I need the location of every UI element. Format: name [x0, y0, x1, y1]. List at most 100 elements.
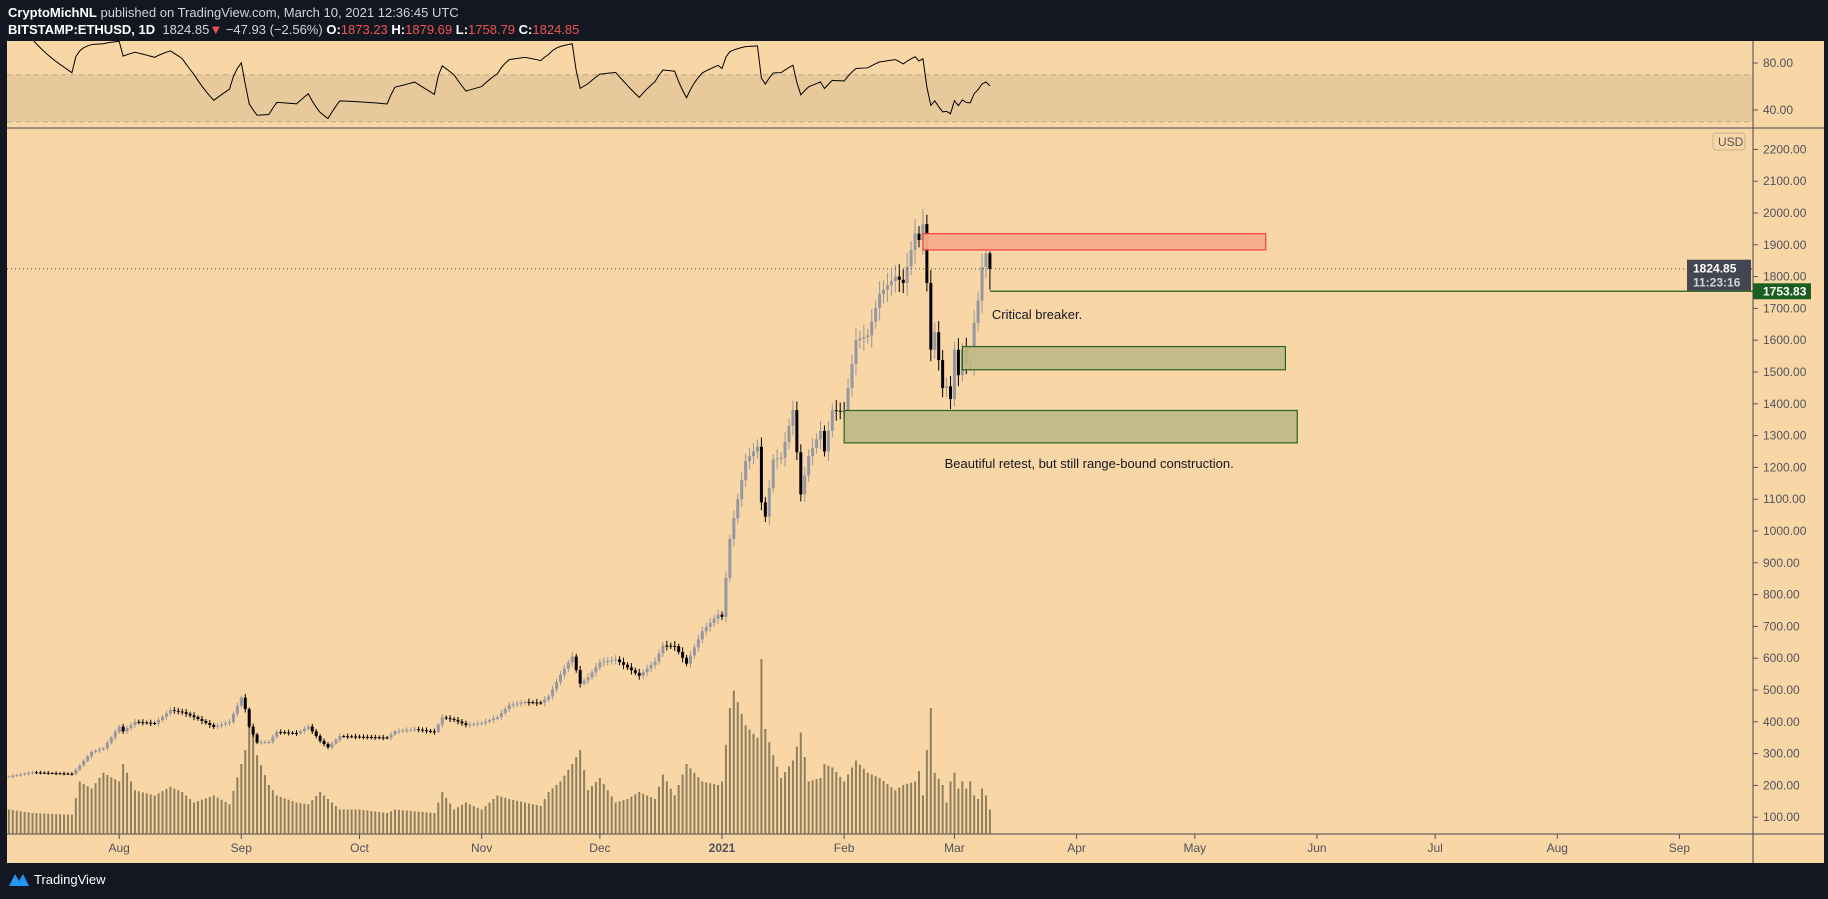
candle-body — [137, 721, 141, 723]
price-tick-label: 200.00 — [1763, 778, 1800, 792]
tradingview-logo[interactable]: TradingView — [8, 871, 106, 887]
publish-text: published on TradingView.com, March 10, … — [100, 5, 459, 20]
price-tick-label: 1600.00 — [1763, 333, 1807, 347]
candle-body — [933, 332, 937, 350]
candle-body — [121, 726, 125, 732]
volume-bar — [23, 811, 26, 834]
volume-bar — [102, 772, 105, 834]
candle-body — [720, 614, 724, 617]
time-tick-label: Sep — [1669, 841, 1691, 855]
support-zone[interactable] — [961, 345, 1287, 371]
last-price-label — [1687, 259, 1751, 291]
candle-body — [27, 773, 31, 775]
candle-body — [822, 430, 826, 452]
candle-body — [184, 712, 188, 714]
candle-body — [161, 716, 165, 721]
candle-body — [551, 689, 555, 697]
candle-body — [850, 364, 854, 388]
candle-body — [523, 702, 527, 704]
candle-body — [15, 775, 19, 777]
candle-body — [38, 772, 42, 774]
candle-body — [949, 386, 953, 400]
volume-bar — [236, 777, 239, 834]
candle-body — [298, 731, 302, 734]
volume-bar — [882, 781, 885, 834]
candle-body — [878, 294, 882, 308]
resistance-zone[interactable] — [922, 233, 1267, 251]
candle-body — [641, 672, 645, 676]
candle-body — [263, 742, 267, 744]
candle-body — [164, 713, 168, 717]
price-chart[interactable]: 80.00 40.00 100.00 200.00 300.00 400.00 500.00… — [7, 41, 1824, 863]
volume-bar — [740, 713, 743, 834]
candle-body — [149, 722, 153, 724]
author-name[interactable]: CryptoMichNL — [8, 5, 97, 20]
low-value: 1758.79 — [468, 22, 516, 37]
chart-background — [7, 41, 1824, 863]
rsi-tick-label: 80.00 — [1763, 56, 1793, 70]
volume-bar — [819, 778, 822, 834]
volume-bar — [949, 781, 952, 834]
volume-bar — [803, 757, 806, 834]
candle-body — [728, 538, 732, 578]
candle-body — [767, 488, 771, 517]
candle-body — [543, 699, 547, 703]
volume-bar — [689, 768, 692, 834]
volume-bar — [835, 772, 838, 834]
volume-bar — [642, 793, 645, 834]
candle-body — [740, 480, 744, 500]
chart-frame[interactable]: 80.00 40.00 100.00 200.00 300.00 400.00 500.00… — [7, 41, 1824, 863]
volume-bar — [516, 800, 519, 834]
volume-bar — [283, 798, 286, 834]
support-zone[interactable] — [843, 409, 1298, 444]
volume-bar — [291, 801, 294, 834]
volume-bar — [862, 768, 865, 834]
volume-bar — [51, 813, 54, 834]
candle-body — [870, 321, 874, 336]
volume-bar — [82, 783, 85, 834]
volume-bar — [590, 786, 593, 834]
price-tick-label: 600.00 — [1763, 651, 1800, 665]
candle-body — [291, 732, 295, 734]
volume-bar — [157, 793, 160, 834]
volume-bar — [918, 771, 920, 834]
volume-bar — [350, 809, 353, 834]
candle-body — [708, 622, 712, 628]
volume-bar — [173, 788, 176, 834]
volume-bar — [728, 708, 731, 834]
candle-body — [503, 708, 507, 714]
time-tick-label: Oct — [350, 841, 369, 855]
candle-body — [109, 737, 113, 743]
volume-bar — [492, 799, 495, 834]
volume-bar — [768, 742, 771, 834]
volume-bar — [346, 809, 349, 834]
volume-bar — [831, 767, 834, 834]
price-tick-label: 900.00 — [1763, 556, 1800, 570]
volume-bar — [488, 802, 491, 834]
bar-countdown: 11:23:16 — [1693, 276, 1741, 290]
volume-bar — [638, 792, 641, 834]
currency-badge[interactable] — [1712, 132, 1746, 151]
candle-body — [448, 718, 452, 720]
volume-bar — [472, 806, 475, 834]
volume-bar — [654, 799, 657, 834]
price-tick-label: 1000.00 — [1763, 524, 1807, 538]
candle-body — [460, 721, 464, 724]
close-value: 1824.85 — [532, 22, 580, 37]
volume-bar — [181, 792, 184, 834]
volume-bar — [697, 777, 700, 834]
volume-bar — [650, 797, 653, 834]
candle-body — [590, 672, 594, 678]
volume-bar — [362, 810, 365, 834]
candle-body — [799, 452, 803, 495]
candle-body — [306, 726, 310, 729]
volume-bar — [961, 781, 964, 834]
volume-bar — [504, 797, 507, 834]
volume-bar — [196, 801, 199, 834]
candle-body — [956, 349, 960, 376]
candle-body — [334, 739, 338, 744]
price-tick-label: 2200.00 — [1763, 142, 1807, 156]
time-tick-label: Sep — [231, 841, 253, 855]
candle-body — [318, 736, 322, 741]
volume-bar — [921, 795, 924, 834]
